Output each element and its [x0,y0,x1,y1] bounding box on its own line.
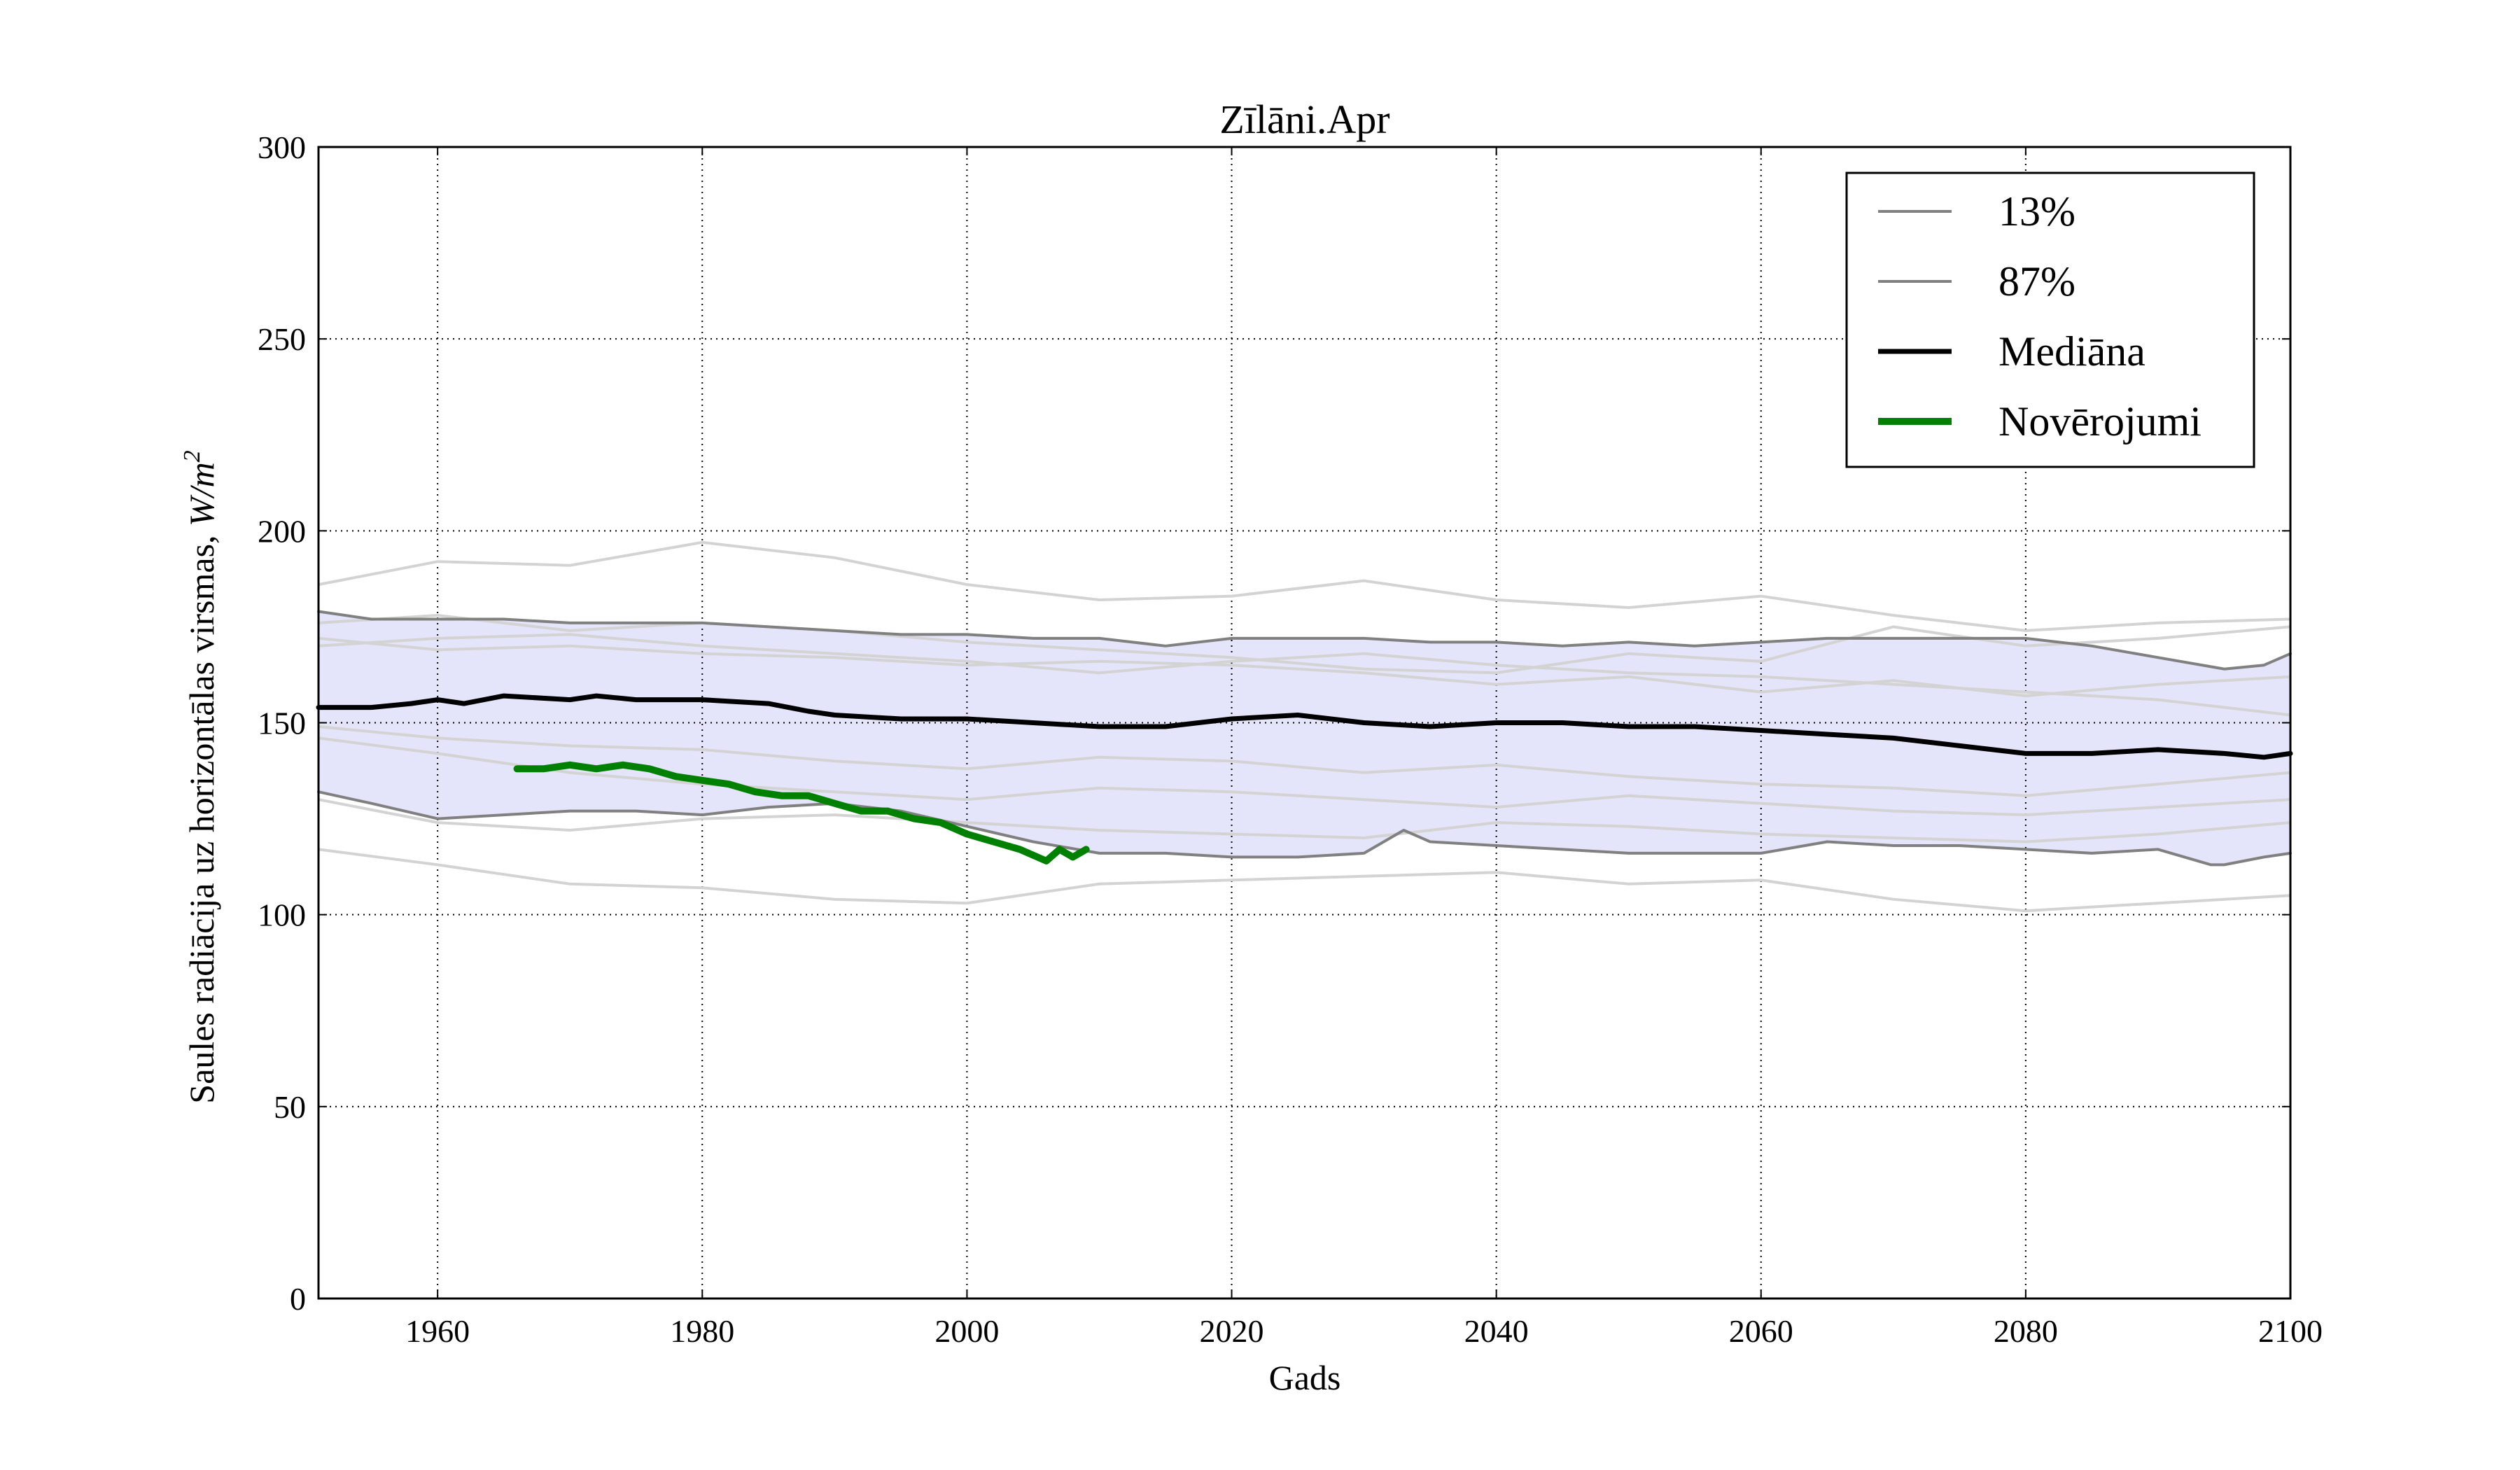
y-axis-label-unit-exponent: 2 [179,450,205,462]
y-tick-label: 250 [258,321,306,357]
x-tick-label: 2020 [1200,1313,1264,1349]
y-tick-label: 150 [258,706,306,741]
series-line-percentile [317,610,2292,671]
y-tick-label: 200 [258,513,306,549]
y-axis-label: Saules radiācija uz horizontālas virsmas… [179,450,221,1103]
ensemble-line [318,633,2291,717]
chart-title: Zīlāni.Apr [1219,97,1390,142]
y-tick-label: 300 [258,130,306,165]
ensemble-members [318,540,2291,913]
ensemble-line [318,848,2291,913]
x-tick-label: 2000 [934,1313,999,1349]
legend-label: 13% [1998,188,2076,234]
ensemble-line [318,798,2291,844]
y-tick-label: 100 [258,897,306,933]
x-tick-label: 1980 [670,1313,734,1349]
ensemble-line [318,613,2291,675]
y-axis-label-unit: W/m [182,462,221,526]
series-line-observations [513,761,1090,864]
series-lines [316,610,2293,867]
legend-label: Novērojumi [1998,398,2202,444]
grid [318,147,2290,1298]
y-tick-label: 50 [274,1089,306,1125]
y-tick-label: 0 [290,1281,306,1317]
x-tick-label: 2080 [1994,1313,2058,1349]
percentile-band [318,611,2290,865]
y-axis-label-text: Saules radiācija uz horizontālas virsmas… [182,526,221,1104]
legend-label: 87% [1998,258,2076,304]
x-tick-label: 2040 [1464,1313,1529,1349]
series-line-percentile [317,790,2292,867]
legend-label: Mediāna [1998,328,2146,374]
percentile-band-fill [318,611,2290,865]
x-tick-label: 2060 [1729,1313,1793,1349]
ensemble-line [318,540,2291,632]
x-tick-label: 2100 [2258,1313,2323,1349]
ensemble-line [318,725,2291,797]
x-tick-label: 1960 [405,1313,470,1349]
x-axis-label: Gads [1269,1358,1341,1397]
legend: 13% 87% Mediāna Novērojumi [1845,172,2255,468]
ensemble-line [318,736,2291,817]
plot-area: 1960 1980 2000 2020 2040 2060 2080 2100 0 50 100 15… [258,130,2323,1349]
axis-ticks: 1960 1980 2000 2020 2040 2060 2080 2100 0 50 100 15… [258,130,2323,1349]
series-line-median [316,693,2293,760]
